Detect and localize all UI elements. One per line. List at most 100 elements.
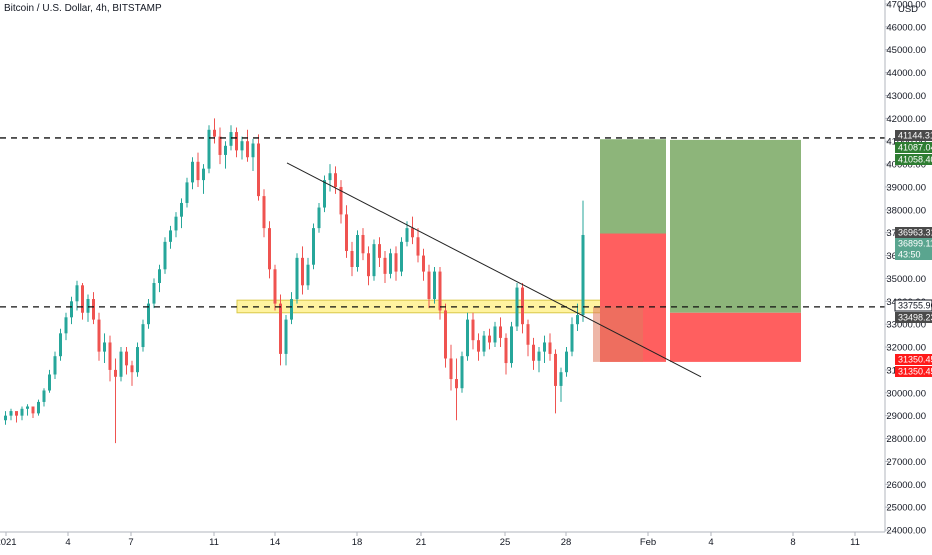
candle-body	[499, 326, 502, 338]
candle-body	[26, 406, 29, 409]
price-tag	[895, 249, 932, 260]
price-tag-label: 36963.31	[898, 228, 932, 238]
candle-body	[548, 342, 552, 354]
candle-body	[152, 283, 156, 304]
candle-body	[75, 285, 79, 302]
price-tick-label: 25000.00	[886, 503, 926, 514]
price-tag-label: 41087.04	[898, 143, 932, 153]
candle-body	[444, 310, 447, 359]
candle-body	[295, 257, 299, 300]
price-tick-label: 30000.00	[886, 388, 926, 399]
candle-body	[235, 132, 238, 151]
candle-body	[339, 186, 343, 215]
stop-zone-current	[600, 233, 666, 307]
candle-body	[273, 269, 277, 304]
candle-body	[169, 230, 172, 242]
candle-body	[521, 287, 524, 325]
candle-body	[565, 351, 568, 373]
price-tag	[895, 142, 932, 153]
candle-body	[191, 161, 194, 183]
time-tick-label: 14	[270, 537, 281, 548]
candle-body	[92, 299, 95, 320]
time-tick-label: 4	[65, 537, 70, 548]
candle-body	[108, 342, 112, 370]
time-tick-label: 8	[790, 537, 795, 548]
candle-body	[554, 353, 557, 386]
candle-body	[455, 379, 458, 389]
candle-body	[15, 411, 18, 416]
price-tag	[895, 238, 932, 249]
candle-body	[328, 173, 332, 181]
candle-body	[59, 333, 62, 357]
candle-body	[537, 351, 541, 361]
candle-body	[180, 202, 183, 217]
candle-body	[460, 356, 464, 389]
candle-body	[345, 214, 348, 251]
candle-body	[372, 244, 376, 277]
time-tick-label: 11	[850, 537, 860, 548]
candle-body	[53, 356, 57, 375]
time-tick-label: 18	[352, 537, 363, 548]
price-tick-label: 45000.00	[886, 45, 926, 56]
candle-body	[103, 342, 106, 352]
candle-body	[262, 196, 266, 229]
price-tag	[895, 312, 932, 323]
candle-body	[482, 335, 486, 352]
candle-body	[383, 257, 387, 274]
candle-body	[185, 182, 189, 203]
time-tick-label: 4	[708, 537, 713, 548]
candle-body	[130, 365, 134, 373]
target-zone	[670, 139, 801, 313]
price-tick-label: 39000.00	[886, 182, 926, 193]
candle-body	[229, 132, 233, 146]
candle-body	[37, 401, 40, 414]
candle-body	[543, 342, 546, 352]
candle-body	[361, 234, 365, 254]
price-tick-label: 28000.00	[886, 434, 926, 445]
price-tag-label: 31350.45	[898, 367, 932, 377]
candle-body	[213, 129, 216, 137]
price-tag-label: 33755.96	[898, 301, 932, 311]
candle-body	[31, 406, 35, 414]
candle-body	[136, 347, 139, 373]
candle-body	[433, 271, 436, 300]
candle-body	[147, 303, 150, 325]
candle-body	[405, 228, 409, 242]
candle-body	[125, 351, 128, 366]
candle-body	[4, 415, 7, 421]
candle-body	[20, 408, 24, 416]
chart-title: Bitcoin / U.S. Dollar, 4h, BITSTAMP	[4, 3, 162, 14]
candle-body	[158, 269, 161, 284]
candle-body	[510, 326, 513, 364]
candle-body	[196, 161, 200, 181]
trendline	[286, 162, 702, 378]
price-tag	[895, 227, 932, 238]
candle-body	[48, 374, 51, 391]
price-tick-label: 33000.00	[886, 320, 926, 331]
candle-body	[471, 319, 475, 341]
candle-body	[81, 285, 84, 313]
candle-body	[64, 317, 68, 334]
candle-body	[268, 228, 271, 270]
candle-body	[493, 326, 497, 343]
price-tick-label: 44000.00	[886, 68, 926, 79]
candle-body	[257, 143, 260, 197]
candle-body	[411, 228, 414, 238]
candle-body	[202, 168, 205, 181]
price-tick-label: 38000.00	[886, 205, 926, 216]
candle-body	[141, 324, 145, 348]
price-tag-label: 31350.45	[898, 355, 932, 365]
candle-body	[334, 173, 337, 187]
time-tick-label: 25	[500, 537, 511, 548]
candle-body	[449, 358, 453, 380]
candle-body	[526, 324, 530, 345]
candle-body	[97, 319, 101, 352]
candle-body	[279, 303, 282, 354]
candle-body	[427, 271, 431, 300]
price-tag	[895, 366, 932, 377]
price-tick-label: 47000.00	[886, 0, 926, 11]
candle-body	[86, 299, 90, 313]
candle-body	[9, 411, 13, 416]
